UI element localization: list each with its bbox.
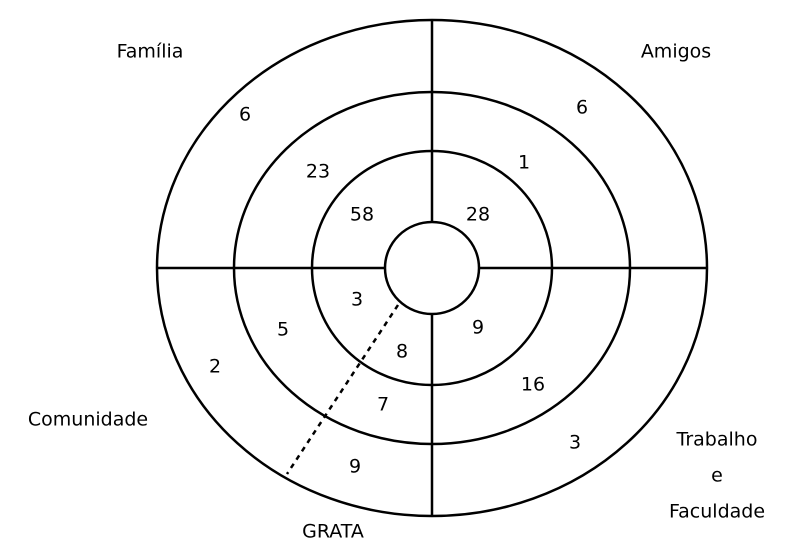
count: 9 [349,456,361,478]
sector-label: Trabalho [676,429,758,451]
count: 8 [396,341,408,363]
count: 28 [466,204,490,226]
count: 3 [351,289,363,311]
count: 6 [239,104,251,126]
count: 3 [569,432,581,454]
count: 16 [521,374,545,396]
dashed-divider [285,304,400,475]
sector-label: e [711,465,723,487]
count: 7 [377,394,389,416]
sector-label: GRATA [302,521,364,543]
count: 9 [472,317,484,339]
sector-label: Família [117,41,184,63]
count: 5 [277,319,289,341]
sector-label: Faculdade [669,501,765,523]
sector-label: Comunidade [28,409,148,431]
count: 2 [209,356,221,378]
sector-label: Amigos [641,41,711,63]
count: 6 [576,97,588,119]
count: 58 [350,204,374,226]
count: 1 [518,152,530,174]
center-circle [383,220,481,316]
count: 23 [306,161,330,183]
